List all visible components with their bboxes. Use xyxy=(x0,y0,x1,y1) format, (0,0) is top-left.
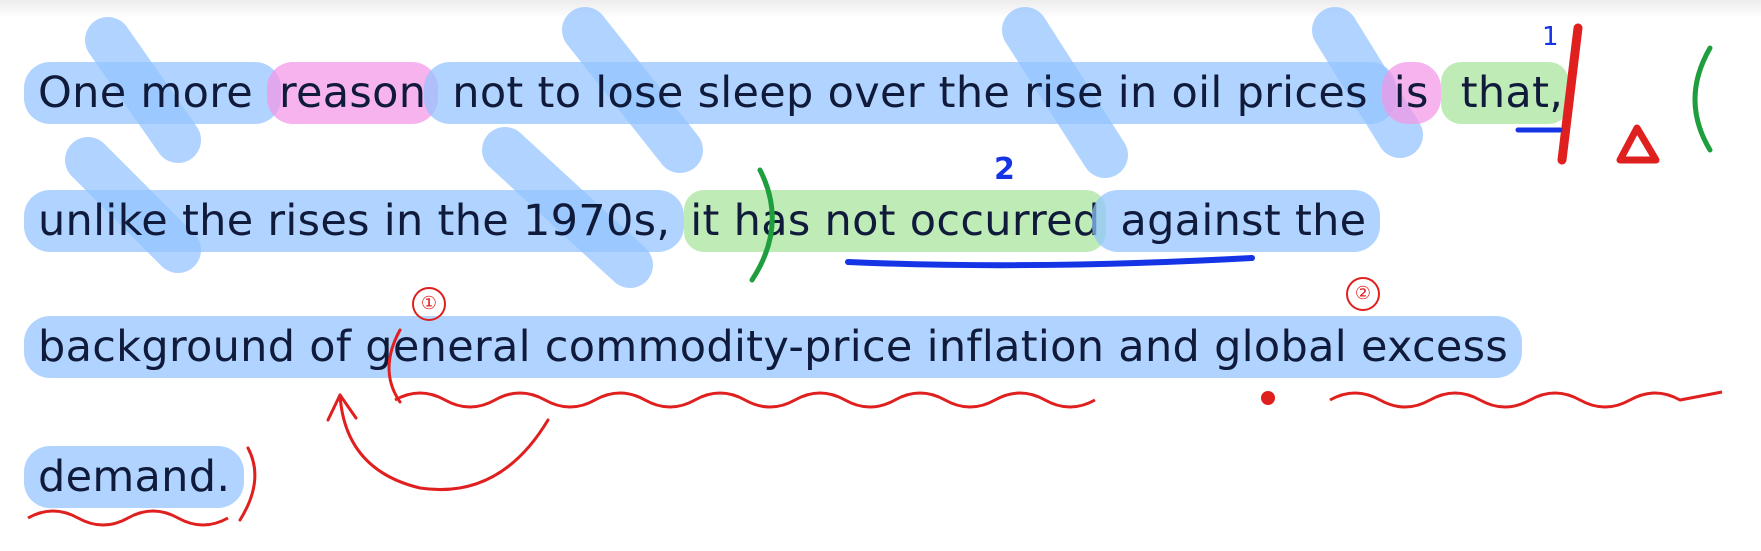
text-segment-blue: against the xyxy=(1092,190,1381,252)
sentence-line-2: unlike the rises in the 1970s, it has no… xyxy=(24,190,1381,252)
text-segment-blue: not to lose sleep over the rise in oil p… xyxy=(424,62,1396,124)
red-triangle-mark xyxy=(1616,124,1660,164)
annotation-number-two: 2 xyxy=(994,152,1015,187)
text-segment-pink: reason xyxy=(266,62,439,124)
circled-number-one: ① xyxy=(412,287,446,321)
red-arrow-head xyxy=(326,393,358,422)
green-open-paren xyxy=(1692,45,1713,153)
annotation-number-one: 1 xyxy=(1542,22,1559,52)
red-wavy-underline-3 xyxy=(27,509,229,527)
red-dot-mark xyxy=(1261,391,1275,405)
sentence-line-4: demand. xyxy=(24,446,245,508)
text-segment-green: it has not occurred xyxy=(684,190,1107,252)
red-wavy-underline-1 xyxy=(394,391,1096,409)
red-wavy-underline-2 xyxy=(1329,390,1723,409)
text-segment-pink: is xyxy=(1381,62,1441,124)
text-segment-none xyxy=(670,196,684,246)
text-segment-green: that, xyxy=(1440,62,1570,124)
top-shadow-bar xyxy=(0,0,1761,18)
sentence-line-1: One more reason not to lose sleep over t… xyxy=(24,62,1570,124)
circled-number-two: ② xyxy=(1346,277,1380,311)
red-curved-arrow xyxy=(338,393,550,492)
text-segment-blue: unlike the rises in the 1970s, xyxy=(24,190,685,252)
text-segment-blue: One more xyxy=(24,62,281,124)
blue-underline-has-not-occurred xyxy=(845,255,1255,269)
text-segment-blue: background of general commodity-price in… xyxy=(24,316,1523,378)
text-segment-blue: demand. xyxy=(24,446,245,508)
sentence-line-3: background of general commodity-price in… xyxy=(24,316,1523,378)
